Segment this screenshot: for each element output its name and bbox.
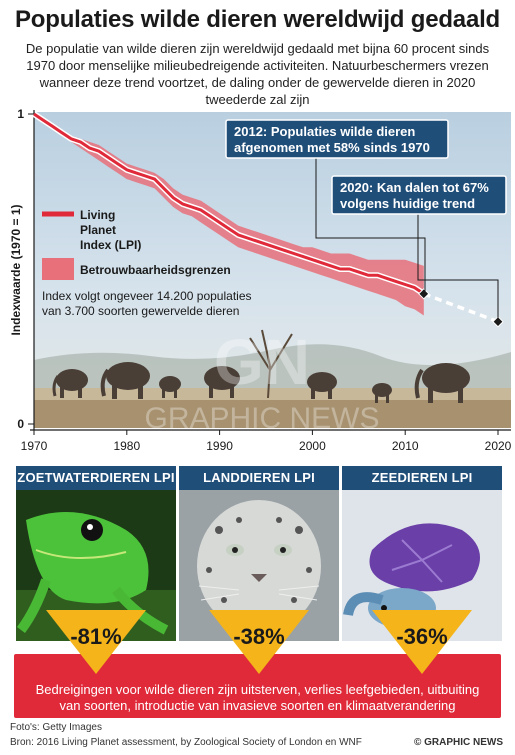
x-tick-label-2020: 2020 <box>485 439 512 453</box>
annotation-2020-box <box>331 175 507 215</box>
y-tick-label-1: 1 <box>17 107 24 121</box>
page-subtitle: De populatie van wilde dieren zijn werel… <box>25 41 490 107</box>
legend-band-swatch <box>42 258 74 280</box>
panel-sea-value: -36% <box>372 610 472 690</box>
chart-axes: 1970 1980 1990 2000 2010 2020 0 1 <box>17 107 511 453</box>
annotation-2012-box <box>225 119 449 159</box>
chart-series <box>32 111 504 328</box>
panel-land-title: LANDDIEREN LPI <box>203 470 315 485</box>
frog-icon <box>16 490 176 641</box>
chart-legend: Living Planet Index (LPI) Betrouwbaarhei… <box>42 208 252 318</box>
svg-text:GN: GN <box>214 326 310 398</box>
x-tick-label-2000: 2000 <box>299 439 326 453</box>
annotation-2020-leader <box>417 210 499 324</box>
annotation-2012: 2012: Populaties wilde dieren afgenomen … <box>225 119 449 292</box>
chart-note-line1: Index volgt ongeveer 14.200 populaties <box>42 289 252 303</box>
lpi-line <box>33 112 425 296</box>
panel-sea-percentage: -36% <box>396 624 448 649</box>
y-axis-label: Indexwaarde (1970 = 1) <box>9 204 23 335</box>
panel-freshwater-value: -81% <box>46 610 146 690</box>
projection-line <box>423 292 499 324</box>
savanna-scene <box>34 329 511 428</box>
panel-freshwater-percentage: -81% <box>70 624 122 649</box>
panel-sea-title: ZEEDIEREN LPI <box>371 470 473 485</box>
legend-band-label: Betrouwbaarheidsgrenzen <box>80 263 231 277</box>
panel-freshwater: ZOETWATERDIEREN LPI <box>16 466 176 641</box>
tree-icon <box>249 329 293 399</box>
annotation-2012-line1: 2012: Populaties wilde dieren <box>234 124 415 139</box>
photo-credit: Foto's: Getty Images <box>10 722 102 733</box>
source-credit: Bron: 2016 Living Planet assessment, by … <box>10 737 362 748</box>
legend-lpi-label-line2: Planet <box>80 223 116 237</box>
x-tick-label-2010: 2010 <box>392 439 419 453</box>
chart-note-line2: van 3.700 soorten gewervelde dieren <box>42 304 239 318</box>
down-arrow-icon <box>372 610 472 674</box>
panel-land-percentage: -38% <box>233 624 285 649</box>
legend-lpi-label-line1: Living <box>80 208 115 222</box>
legend-lpi-label-line3: Index (LPI) <box>80 238 141 252</box>
lpi-chart: GN GRAPHIC NEWS 1970 1980 1990 2000 2010 2020… <box>9 107 512 453</box>
brand-credit: © GRAPHIC NEWS <box>413 737 503 748</box>
x-tick-label-1980: 1980 <box>113 439 140 453</box>
panel-freshwater-title: ZOETWATERDIEREN LPI <box>17 470 175 485</box>
x-tick-label-1970: 1970 <box>21 439 48 453</box>
annotation-2020-line2: volgens huidige trend <box>340 196 475 211</box>
annotation-2012-leader <box>315 156 426 292</box>
page-title: Populaties wilde dieren wereldwijd gedaa… <box>14 6 501 33</box>
annotation-2020: 2020: Kan dalen tot 67% volgens huidige … <box>331 175 507 324</box>
elephant-herd-icon <box>52 362 470 403</box>
marker-2012 <box>418 288 430 300</box>
down-arrow-icon <box>46 610 146 674</box>
x-tick-label-1990: 1990 <box>206 439 233 453</box>
y-tick-label-0: 0 <box>17 417 24 431</box>
annotation-2012-line2: afgenomen met 58% sinds 1970 <box>234 140 430 155</box>
down-arrow-icon <box>209 610 309 674</box>
annotation-2020-line1: 2020: Kan dalen tot 67% <box>340 180 489 195</box>
panel-land-value: -38% <box>209 610 309 690</box>
threats-text: Bedreigingen voor wilde dieren zijn uits… <box>35 682 480 713</box>
